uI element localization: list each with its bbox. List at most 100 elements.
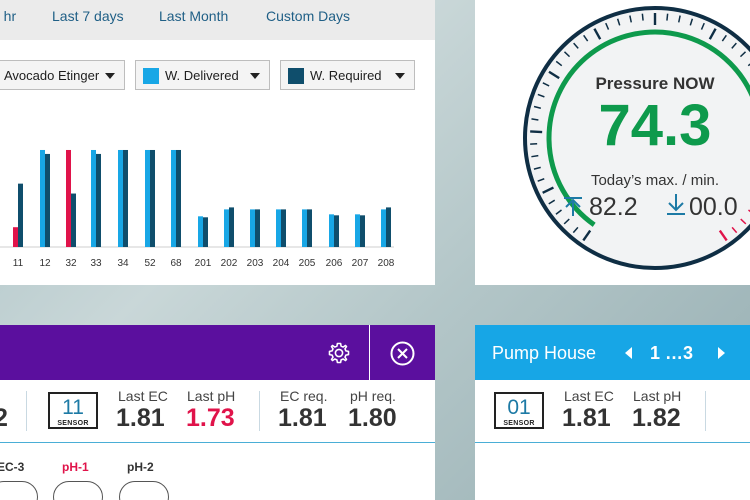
last-ph-label: Last pH	[187, 388, 236, 404]
gauge-tick	[605, 22, 610, 30]
sensor-tag: SENSOR	[503, 420, 535, 427]
row-divider	[475, 442, 750, 443]
ec-req-label: EC req.	[280, 388, 328, 404]
x-tick-label: 208	[378, 258, 395, 269]
tab-last-7-days[interactable]: Last 7 days	[52, 8, 124, 24]
x-tick-label: 34	[117, 258, 129, 269]
bar-delivered-68	[171, 149, 176, 247]
required-series-dropdown[interactable]: W. Required	[280, 60, 415, 90]
gauge-tick	[555, 60, 563, 67]
sensor-panel-left: 2 11 SENSOR Last EC 1.81 Last pH 1.73 EC…	[0, 325, 435, 500]
bar-required-34	[123, 149, 128, 247]
gauge-tick	[629, 15, 633, 23]
min-arrow-icon	[667, 194, 685, 215]
bar-delivered-202	[224, 209, 229, 247]
ec-req-value: 1.81	[278, 404, 327, 432]
x-tick-label: 206	[326, 258, 343, 269]
gauge-tick	[582, 229, 592, 242]
x-tick-label: 32	[65, 258, 77, 269]
water-bar-chart: 11 12 32 33 34 52 68 201 202 203 204 205 206 207 208	[0, 149, 395, 269]
gauge-tick	[533, 166, 541, 170]
bar-delivered-52	[145, 149, 150, 247]
gauge-tick	[583, 34, 589, 42]
close-icon[interactable]	[390, 341, 415, 366]
tab-last-month[interactable]: Last Month	[159, 8, 229, 24]
gauge-tick	[593, 28, 602, 40]
row-divider	[0, 442, 435, 443]
chevron-right-icon[interactable]	[718, 347, 725, 359]
bar-required-202	[229, 207, 234, 247]
gauge-tick	[689, 18, 694, 26]
gauge-min-value: 00.0	[689, 193, 738, 221]
tab-custom-days[interactable]: Custom Days	[266, 8, 351, 24]
gauge-tick	[747, 63, 750, 67]
channel-button-ph-1[interactable]	[53, 481, 103, 500]
gauge-max-value: 82.2	[589, 193, 638, 221]
gauge-tick	[739, 51, 747, 58]
separator	[26, 391, 27, 431]
gauge-tick	[548, 70, 560, 80]
gauge-tick	[731, 226, 738, 234]
chevron-left-icon[interactable]	[625, 347, 632, 359]
x-tick-label: 201	[195, 258, 212, 269]
sensor-number: 01	[507, 396, 531, 419]
bar-delivered-201	[198, 216, 203, 247]
bar-required-52	[150, 149, 155, 247]
gauge-tick	[641, 13, 644, 21]
last-ec-value: 1.81	[562, 404, 611, 432]
channel-label-ph-1: pH-1	[62, 460, 89, 474]
bar-required-201	[203, 217, 208, 247]
gauge-tick	[616, 18, 621, 26]
sensor-number: 11	[62, 396, 84, 419]
channel-button-ec-3[interactable]	[0, 481, 38, 500]
bar-required-203	[255, 209, 260, 247]
last-ph-value: 1.73	[186, 404, 235, 432]
channel-button-ph-2[interactable]	[119, 481, 169, 500]
bar-delivered-206	[329, 214, 334, 247]
crop-dropdown[interactable]: Avocado Etinger	[0, 60, 125, 90]
delivered-series-dropdown[interactable]: W. Delivered	[135, 60, 270, 90]
bar-delivered-208	[381, 209, 386, 247]
pressure-gauge: Pressure NOW 74.3 Today’s max. / min. 82…	[523, 6, 750, 270]
x-tick-label: 205	[299, 258, 316, 269]
chevron-down-icon	[395, 73, 405, 79]
gauge-tick	[748, 209, 750, 213]
last-ec-label: Last EC	[118, 388, 168, 404]
gauge-tick	[530, 130, 543, 134]
gauge-tick	[533, 105, 541, 109]
last-ph-label: Last pH	[633, 388, 682, 404]
gear-icon[interactable]	[327, 341, 351, 365]
gauge-value-arc	[546, 29, 750, 227]
gauge-tick	[700, 22, 705, 30]
sensor-badge[interactable]: 11 SENSOR	[48, 392, 98, 429]
sensor-tag: SENSOR	[57, 420, 89, 427]
crop-dropdown-label: Avocado Etinger	[4, 68, 100, 83]
bar-required-208	[386, 207, 391, 247]
x-tick-label: 68	[170, 258, 182, 269]
chevron-down-icon	[105, 73, 115, 79]
x-tick-label: 203	[247, 258, 264, 269]
gauge-face	[523, 6, 750, 270]
gauge-tick	[563, 218, 570, 225]
required-swatch	[288, 68, 304, 84]
panel-header: Pump House 1 …3	[475, 325, 750, 380]
bar-delivered-205	[302, 209, 307, 247]
bar-delivered-34	[118, 149, 123, 247]
gauge-tick	[718, 229, 728, 242]
sensor-badge[interactable]: 01 SENSOR	[494, 392, 544, 429]
gauge-tick	[531, 154, 539, 158]
x-tick-label: 202	[221, 258, 238, 269]
gauge-tick	[572, 226, 579, 234]
bar-required-206	[334, 215, 339, 247]
gauge-tick	[537, 178, 545, 182]
channel-label-ec-3: EC-3	[0, 460, 25, 474]
x-tick-label: 207	[352, 258, 369, 269]
x-tick-label: 204	[273, 258, 290, 269]
ph-req-label: pH req.	[350, 388, 396, 404]
tab-4-hr[interactable]: 4 hr	[0, 8, 17, 24]
header-divider	[369, 325, 370, 380]
gauge-tick	[573, 42, 579, 49]
delivered-dropdown-label: W. Delivered	[165, 68, 239, 83]
gauge-tick	[548, 199, 556, 205]
bar-delivered-11	[13, 227, 18, 247]
